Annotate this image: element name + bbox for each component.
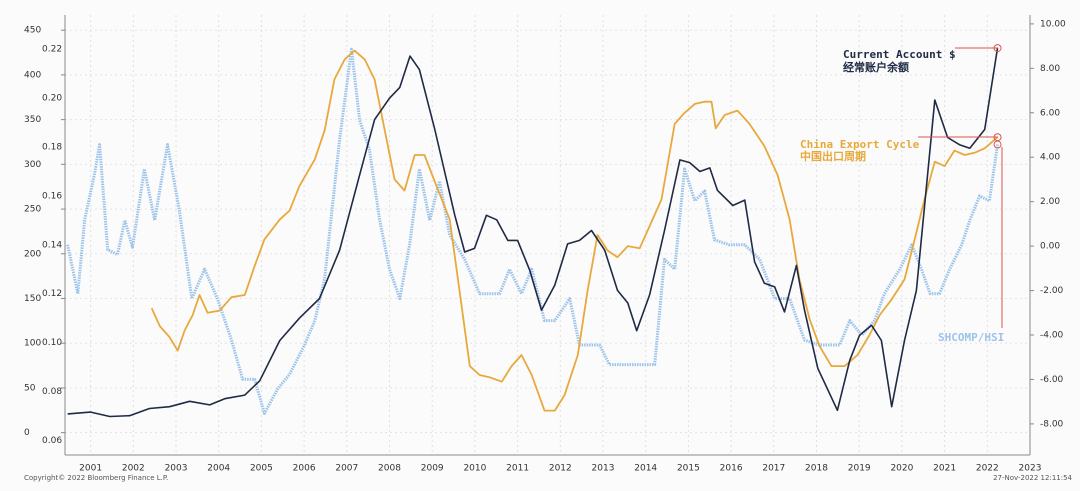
x-tick-label: 2003 [165,464,188,474]
x-tick-label: 2022 [976,464,999,474]
y3-tick-label: 0.16 [42,191,62,201]
x-tick-label: 2017 [762,464,785,474]
y2-tick-label: 0.00 [1040,242,1060,252]
y-tick-label: 100 [24,339,41,349]
x-tick-label: 2014 [634,464,657,474]
x-tick-label: 2019 [848,464,871,474]
annotation: 经常账户余额 [843,60,909,74]
y-tick-label: 50 [24,383,36,393]
y3-tick-label: 0.18 [42,143,62,153]
x-tick-label: 2007 [335,464,358,474]
timestamp: 27-Nov-2022 12:11:54 [993,474,1072,482]
y2-tick-label: 10.00 [1040,19,1066,29]
series-line [150,49,999,412]
x-tick-label: 2005 [250,464,273,474]
y3-tick-label: 0.20 [42,94,62,104]
y-tick-label: 450 [24,26,41,36]
legend-label: Current Account $ [843,48,956,61]
x-tick-label: 2010 [463,464,486,474]
x-tick-label: 2021 [933,464,956,474]
y2-tick-label: 2.00 [1040,197,1060,207]
grid [65,15,1031,455]
x-tick-label: 2015 [677,464,700,474]
x-tick-label: 2001 [79,464,102,474]
x-tick-label: 2009 [421,464,444,474]
y2-tick-label: -4.00 [1040,331,1064,341]
y-tick-label: 400 [24,70,41,80]
y2-tick-label: 6.00 [1040,108,1060,118]
source: Copyright© 2022 Bloomberg Finance L.P. [24,474,168,482]
axes: 0 50 100 150 200 250 300 350 400 450 0.06 0.08 0.10 0… [24,15,1066,474]
y2-tick-label: -6.00 [1040,375,1064,385]
x-tick-label: 2023 [1019,464,1042,474]
x-tick-label: 2012 [549,464,572,474]
y2-tick-label: 8.00 [1040,64,1060,74]
x-tick-label: 2018 [805,464,828,474]
y3-tick-label: 0.06 [42,436,62,446]
y-tick-label: 350 [24,115,41,125]
y2-tick-label: -8.00 [1040,419,1064,429]
series-line [66,47,999,415]
y2-tick-label: 4.00 [1040,153,1060,163]
y-tick-label: 0 [24,428,30,438]
series-line [67,47,999,418]
y3-tick-label: 0.10 [42,338,62,348]
x-tick-label: 2004 [207,464,230,474]
legend-label: SHCOMP/HSI [938,331,1004,344]
y2-tick-label: -2.00 [1040,286,1064,296]
x-tick-label: 2008 [378,464,401,474]
x-tick-label: 2020 [890,464,913,474]
y-tick-label: 150 [24,294,41,304]
y3-tick-label: 0.14 [42,240,62,250]
x-tick-label: 2006 [293,464,316,474]
y-tick-label: 200 [24,249,41,259]
y3-tick-label: 0.12 [42,289,62,299]
legend-label: China Export Cycle [800,138,920,151]
x-tick-label: 2011 [506,464,529,474]
y3-tick-label: 0.08 [42,387,62,397]
x-tick-label: 2002 [122,464,145,474]
series-layer [66,44,1002,418]
x-tick-label: 2016 [720,464,743,474]
y3-tick-label: 0.22 [42,45,62,55]
y-tick-label: 300 [24,160,41,170]
x-tick-label: 2013 [592,464,615,474]
y-tick-label: 250 [24,205,41,215]
annotation: 中国出口周期 [800,149,866,163]
